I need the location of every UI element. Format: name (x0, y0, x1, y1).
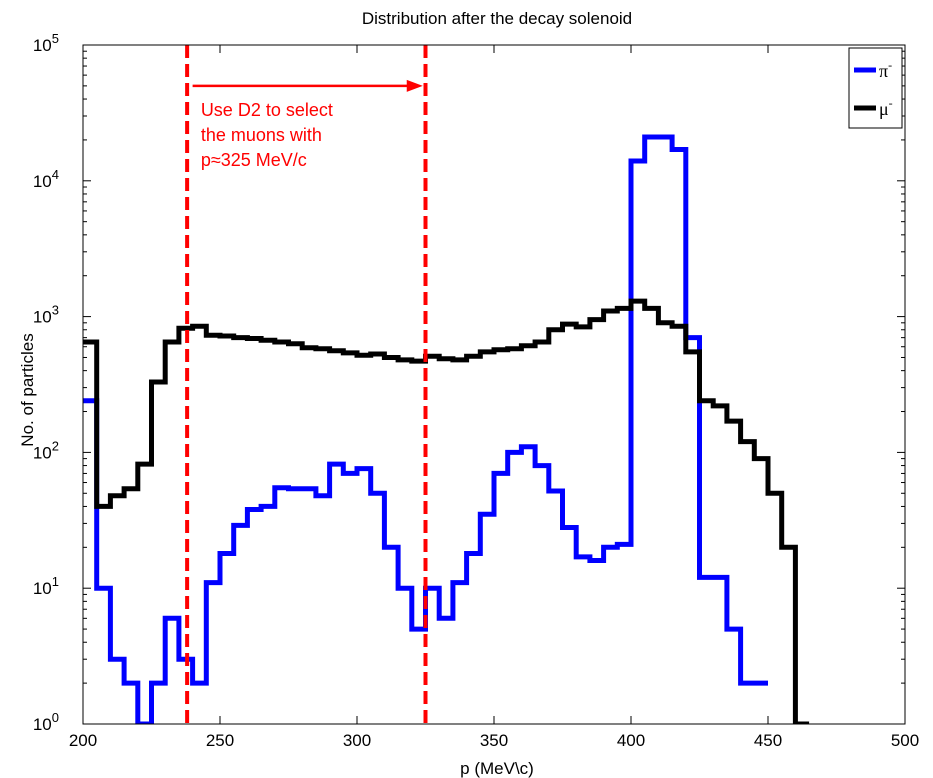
y-tick-label: 104 (33, 167, 59, 191)
annotation-line-3: p≈325 MeV/c (201, 150, 307, 170)
series-layer (83, 134, 810, 724)
annotation-line-2: the muons with (201, 125, 322, 145)
legend-label-1: π- (879, 58, 892, 81)
y-tick-label: 101 (33, 574, 59, 598)
arrow-head (406, 79, 423, 92)
axes-layer: 200 250 300 350 400 450 500 100 101 102 103 104 105 (33, 31, 919, 750)
y-axis-label: No. of particles (18, 333, 37, 446)
x-tick-label: 350 (480, 731, 508, 750)
annotation-layer: Use D2 to select the muons with p≈325 Me… (185, 45, 428, 724)
y-tick-label: 100 (33, 710, 59, 734)
y-tick-label: 103 (33, 303, 59, 327)
legend: π-μ- (848, 47, 903, 129)
x-tick-label: 200 (69, 731, 97, 750)
x-tick-label: 250 (206, 731, 234, 750)
x-tick-label: 450 (754, 731, 782, 750)
x-tick-label: 400 (617, 731, 645, 750)
x-tick-label: 500 (891, 731, 919, 750)
annotation-text: Use D2 to select the muons with p≈325 Me… (201, 100, 338, 170)
y-tick-label: 102 (33, 438, 59, 462)
x-tick-label: 300 (343, 731, 371, 750)
annotation-line-1: Use D2 to select (201, 100, 333, 120)
legend-box (848, 47, 903, 129)
series-line-1 (83, 134, 768, 724)
legend-label-2: μ- (879, 96, 893, 119)
y-tick-label: 105 (33, 31, 59, 55)
chart-title: Distribution after the decay solenoid (362, 9, 632, 28)
x-axis-label: p (MeV\c) (460, 759, 534, 778)
series-line-2 (83, 298, 810, 724)
